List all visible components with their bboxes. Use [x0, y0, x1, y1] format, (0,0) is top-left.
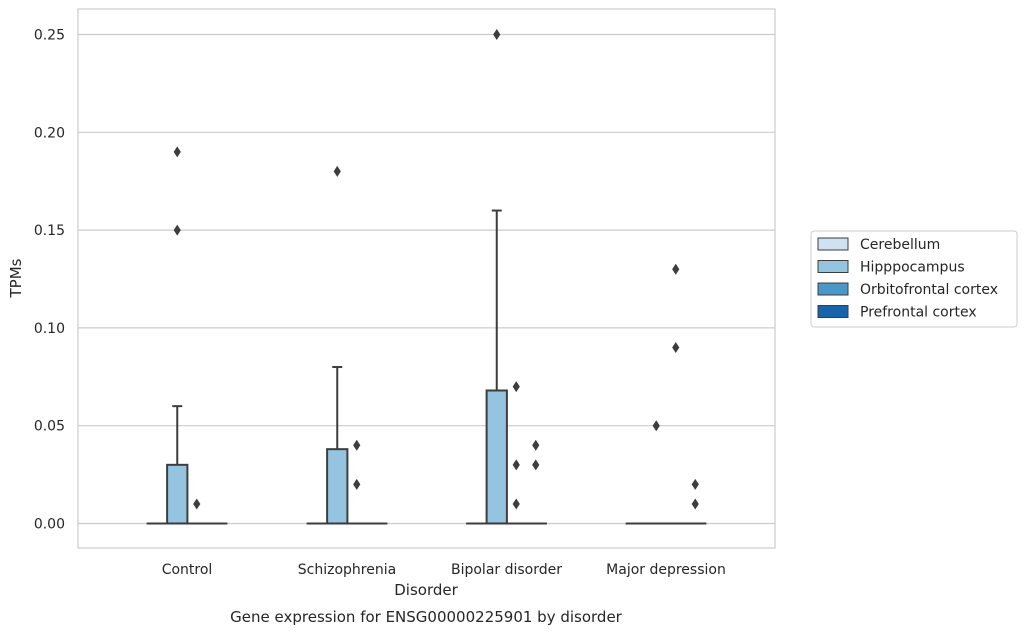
y-tick-label: 0.00	[34, 517, 65, 533]
box	[166, 463, 189, 525]
x-tick-labels: Control Schizophrenia Bipolar disorder Majo…	[162, 562, 726, 578]
x-tick-label: Bipolar disorder	[451, 562, 562, 578]
outlier-point	[691, 498, 699, 510]
x-tick-label: Control	[162, 562, 213, 578]
legend-frame	[810, 230, 1018, 328]
x-tick-label: Major depression	[606, 562, 726, 578]
legend-swatch	[817, 260, 849, 273]
outlier-point	[173, 146, 181, 158]
box	[326, 448, 349, 525]
legend-swatch	[817, 305, 849, 318]
outlier-point	[532, 439, 540, 451]
legend: Cerebellum Hipppocampus Orbitofrontal cort…	[810, 230, 1018, 328]
legend-label: Hipppocampus	[860, 260, 965, 276]
outlier-point	[512, 381, 520, 393]
outlier-point	[652, 420, 660, 432]
outlier-point	[672, 341, 680, 353]
outlier-point	[512, 498, 520, 510]
box-plot	[185, 498, 208, 525]
outlier-point	[493, 29, 501, 40]
y-tick-labels: 0.00 0.05 0.10 0.15 0.20 0.25	[34, 28, 65, 533]
box-plot	[345, 439, 368, 525]
legend-item: Cerebellum	[817, 237, 940, 253]
outlier-point	[532, 459, 540, 471]
plot-frame	[77, 8, 776, 549]
y-tick-label: 0.05	[34, 419, 65, 435]
outlier-point	[353, 439, 361, 451]
y-tick-label: 0.20	[34, 125, 65, 141]
box-plot	[524, 439, 547, 525]
legend-item: Orbitofrontal cortex	[817, 282, 998, 298]
box-plot	[166, 146, 189, 525]
legend-label: Orbitofrontal cortex	[860, 282, 998, 298]
y-axis-title: TPMs	[7, 258, 25, 298]
legend-label: Cerebellum	[860, 237, 940, 253]
chart-title: Gene expression for ENSG00000225901 by d…	[230, 608, 623, 626]
box	[485, 389, 508, 525]
outlier-point	[672, 263, 680, 275]
legend-item: Hipppocampus	[817, 260, 965, 276]
legend-swatch	[817, 237, 849, 251]
outlier-point	[691, 478, 699, 490]
outlier-point	[512, 459, 520, 471]
box-plot	[684, 478, 707, 525]
box-plot	[485, 29, 508, 525]
box-plot	[326, 165, 349, 525]
outlier-point	[173, 224, 181, 236]
outlier-point	[333, 165, 341, 177]
box-marks	[146, 29, 707, 525]
x-axis-title: Disorder	[394, 581, 458, 599]
legend-label: Prefrontal cortex	[860, 305, 977, 321]
y-tick-label: 0.10	[34, 321, 65, 337]
outlier-point	[353, 478, 361, 490]
y-tick-label: 0.25	[34, 28, 65, 44]
legend-swatch	[817, 282, 849, 296]
y-tick-label: 0.15	[34, 223, 65, 239]
x-tick-label: Schizophrenia	[298, 562, 396, 578]
outlier-point	[193, 498, 201, 510]
legend-item: Prefrontal cortex	[817, 305, 977, 321]
